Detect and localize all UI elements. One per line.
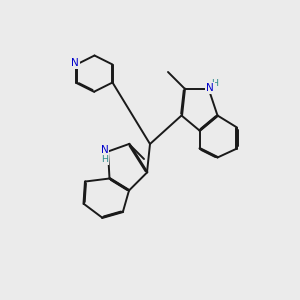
Text: H: H	[101, 155, 108, 164]
Text: N: N	[206, 83, 214, 93]
Text: N: N	[100, 145, 108, 155]
Text: H: H	[212, 80, 219, 88]
Text: N: N	[71, 58, 79, 68]
